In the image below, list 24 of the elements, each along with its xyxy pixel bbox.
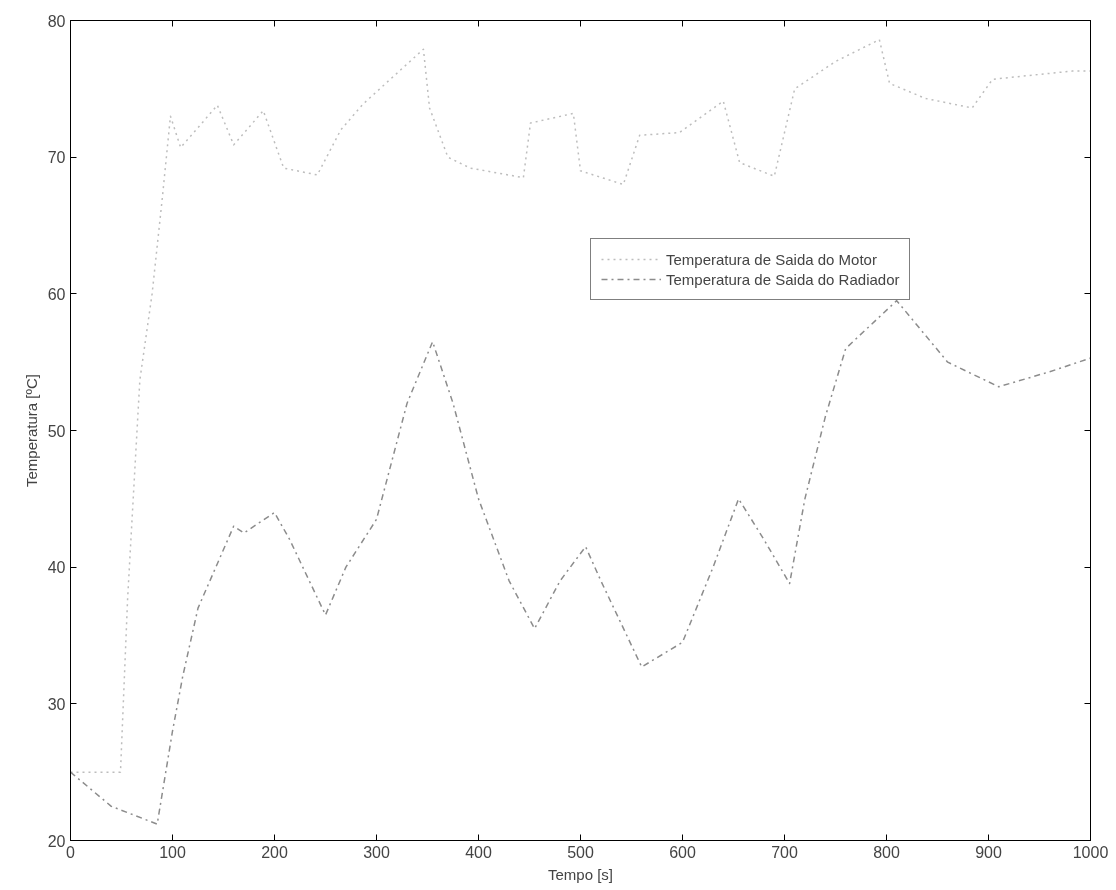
y-tick-label: 70 (47, 149, 66, 167)
y-tick-label: 30 (47, 695, 66, 713)
x-tick-label: 600 (669, 843, 696, 861)
x-tick-label: 700 (771, 843, 798, 861)
x-tick-label: 800 (873, 843, 900, 861)
y-tick-label: 60 (47, 285, 66, 303)
legend-label: Temperatura de Saida do Motor (666, 250, 877, 268)
y-tick-label: 80 (47, 12, 66, 30)
x-tick-label: 200 (261, 843, 288, 861)
x-tick-label: 300 (363, 843, 390, 861)
line-series (70, 38, 1091, 773)
x-tick-label: 100 (159, 843, 186, 861)
y-tick-label: 40 (47, 559, 66, 577)
x-tick-label: 400 (465, 843, 492, 861)
x-axis-title: Tempo [s] (547, 865, 614, 883)
x-tick-label: 500 (567, 843, 594, 861)
y-tick-label: 50 (47, 422, 66, 440)
legend-label: Temperatura de Saida do Radiador (666, 270, 900, 288)
x-tick-label: 900 (975, 843, 1002, 861)
x-tick-label: 0 (66, 843, 76, 861)
line-series (70, 299, 1091, 825)
x-tick-label: 1000 (1072, 843, 1109, 861)
y-tick-label: 20 (47, 832, 66, 850)
y-axis-title: Temperatura [ºC] (22, 373, 40, 488)
